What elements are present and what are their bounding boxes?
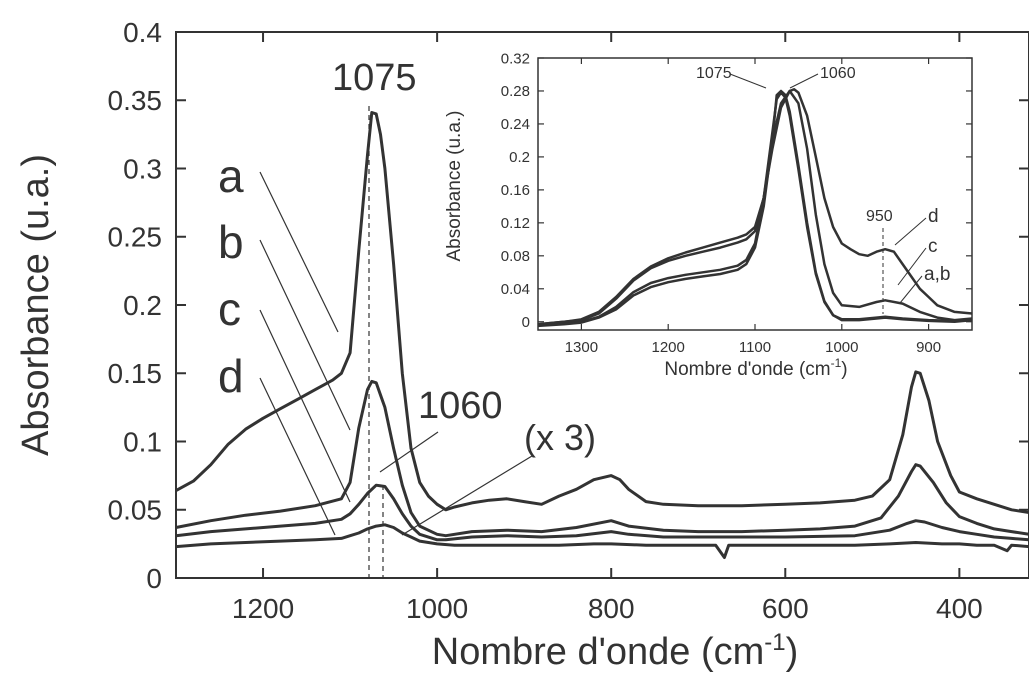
main-x-axis-label: Nombre d'onde (cm-1) <box>432 629 799 673</box>
main-y-axis-label: Absorbance (u.a.) <box>15 154 57 456</box>
series-label-d: d <box>218 350 244 402</box>
main-x-axis-label-sup: -1 <box>764 629 785 656</box>
main-y-tick-label: 0.4 <box>123 17 162 48</box>
main-series-group <box>175 111 1029 559</box>
inset-plot: 0 0.04 0.08 0.12 0.16 0.2 0.24 0.28 0.32 1300 120… <box>444 50 973 380</box>
leader-d <box>259 377 336 536</box>
inset-label-ab: a,b <box>924 264 950 285</box>
inset-y-axis: 0 0.04 0.08 0.12 0.16 0.2 0.24 0.28 0.32 <box>501 50 972 331</box>
inset-x-axis: 1300 1200 1100 1000 900 <box>565 58 941 356</box>
main-y-tick-label: 0.1 <box>123 426 162 457</box>
peak-1060-leader <box>379 431 439 473</box>
inset-y-tick-label: 0.28 <box>501 83 530 100</box>
main-y-axis: 0 0.05 0.1 0.15 0.2 0.25 0.3 0.35 0.4 <box>108 17 1029 594</box>
inset-x-tick-label: 1300 <box>565 339 598 356</box>
inset-plot-frame <box>537 57 973 331</box>
leader-c <box>259 309 351 503</box>
main-x-tick-label: 400 <box>936 593 983 624</box>
inset-leader-d <box>894 217 927 246</box>
main-x-tick-label: 600 <box>762 593 809 624</box>
main-y-tick-label: 0.25 <box>108 222 163 253</box>
inset-y-tick-label: 0.24 <box>501 116 530 133</box>
main-y-tick-label: 0.35 <box>108 85 163 116</box>
inset-x-axis-label-sup: -1 <box>831 356 842 370</box>
main-series-b-line <box>175 379 1029 538</box>
main-y-tick-label: 0.3 <box>123 153 162 184</box>
inset-label-d: d <box>928 206 939 227</box>
inset-y-tick-label: 0.08 <box>501 248 530 265</box>
main-x-axis-label-close: ) <box>786 631 799 673</box>
peak-1060-label: 1060 <box>418 385 503 427</box>
main-annotations: 1075 1060 (x 3) a b c d <box>218 57 596 578</box>
main-series-a-line <box>175 111 1029 514</box>
inset-series-c-line <box>537 89 973 326</box>
inset-x-tick-label: 1200 <box>652 339 685 356</box>
inset-y-tick-label: 0.32 <box>501 50 530 67</box>
inset-x-axis-label-text: Nombre d'onde (cm <box>664 359 830 380</box>
inset-x-tick-label: 900 <box>916 339 941 356</box>
series-label-b: b <box>218 216 244 268</box>
main-y-tick-label: 0.15 <box>108 358 163 389</box>
inset-leader-c <box>897 247 927 286</box>
inset-peak-1060-label: 1060 <box>820 65 856 82</box>
inset-peak-1075-label: 1075 <box>696 65 732 82</box>
inset-peak-1075-leader <box>729 73 767 89</box>
main-series-d-line <box>175 523 1029 559</box>
inset-y-tick-label: 0.12 <box>501 215 530 232</box>
main-x-axis: 1200 1000 800 600 400 <box>232 32 983 624</box>
inset-series-group <box>537 88 973 328</box>
inset-label-c: c <box>928 236 938 257</box>
main-x-tick-label: 800 <box>588 593 635 624</box>
inset-leader-ab <box>899 275 923 304</box>
x3-leader <box>401 455 533 536</box>
main-y-tick-label: 0.05 <box>108 495 163 526</box>
inset-y-tick-label: 0.2 <box>509 149 530 166</box>
inset-y-tick-label: 0 <box>522 314 530 331</box>
main-x-tick-label: 1200 <box>232 593 294 624</box>
leader-b <box>259 239 351 431</box>
inset-y-axis-label: Absorbance (u.a.) <box>444 110 465 261</box>
main-x-tick-label: 1000 <box>406 593 468 624</box>
x3-label: (x 3) <box>524 417 596 458</box>
inset-x-axis-label: Nombre d'onde (cm-1) <box>664 356 847 380</box>
inset-x-tick-label: 1000 <box>825 339 858 356</box>
leader-a <box>259 171 339 333</box>
main-y-tick-label: 0.2 <box>123 290 162 321</box>
inset-x-axis-label-close: ) <box>841 359 847 380</box>
inset-peak-1060-leader <box>789 73 819 89</box>
inset-y-tick-label: 0.16 <box>501 182 530 199</box>
series-label-a: a <box>218 150 244 202</box>
main-series-c-line <box>175 483 1029 542</box>
inset-annotations: 1075 1060 950 d c a,b <box>696 65 950 314</box>
main-y-tick-label: 0 <box>146 563 162 594</box>
inset-series-b-line <box>537 91 973 327</box>
inset-y-tick-label: 0.04 <box>501 281 530 298</box>
main-plot: 0 0.05 0.1 0.15 0.2 0.25 0.3 0.35 0.4 1200 1000 80… <box>15 17 1029 673</box>
inset-x-tick-label: 1100 <box>739 339 771 356</box>
main-x-axis-label-text: Nombre d'onde (cm <box>432 631 765 673</box>
inset-series-d-line <box>537 88 973 326</box>
inset-peak-950-label: 950 <box>866 208 893 225</box>
peak-1075-label: 1075 <box>332 57 417 99</box>
series-label-c: c <box>218 283 241 335</box>
